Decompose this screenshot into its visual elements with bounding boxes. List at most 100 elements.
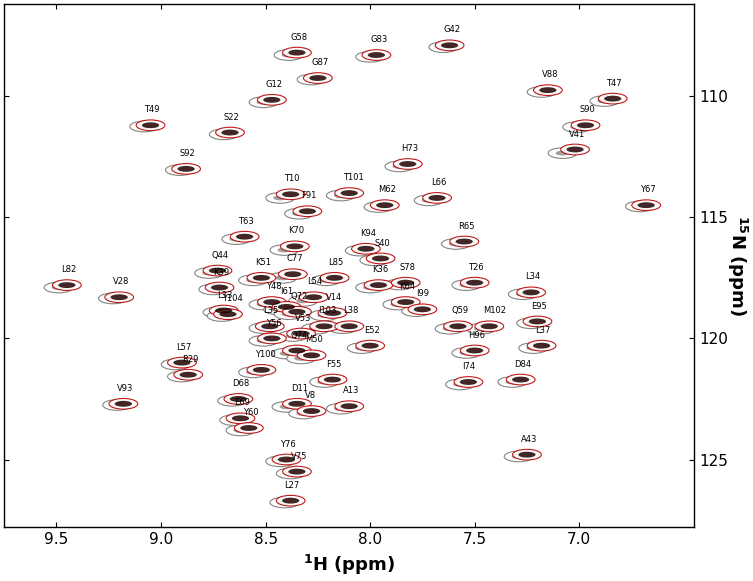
Text: V41: V41 xyxy=(569,130,585,139)
Ellipse shape xyxy=(230,231,259,242)
Ellipse shape xyxy=(105,292,133,303)
Ellipse shape xyxy=(220,415,248,425)
Ellipse shape xyxy=(167,371,197,382)
Text: L38: L38 xyxy=(343,306,358,315)
Ellipse shape xyxy=(334,406,348,411)
Ellipse shape xyxy=(334,193,348,198)
Ellipse shape xyxy=(299,292,328,303)
Ellipse shape xyxy=(363,285,377,290)
Ellipse shape xyxy=(218,396,246,406)
Ellipse shape xyxy=(443,327,456,331)
Text: I74: I74 xyxy=(462,362,475,371)
Text: C77: C77 xyxy=(286,254,303,263)
Ellipse shape xyxy=(225,399,239,403)
Ellipse shape xyxy=(172,163,200,174)
Ellipse shape xyxy=(604,96,621,102)
Ellipse shape xyxy=(393,159,422,169)
Ellipse shape xyxy=(272,302,301,312)
Ellipse shape xyxy=(317,379,331,385)
Ellipse shape xyxy=(274,309,303,320)
Ellipse shape xyxy=(257,302,270,307)
Ellipse shape xyxy=(352,248,367,253)
Text: E52: E52 xyxy=(364,326,380,335)
Ellipse shape xyxy=(274,50,303,60)
Text: T63: T63 xyxy=(239,217,254,226)
Text: T47: T47 xyxy=(606,78,622,88)
Text: K70: K70 xyxy=(288,227,305,235)
Ellipse shape xyxy=(529,318,546,324)
Ellipse shape xyxy=(355,282,385,293)
Text: K51: K51 xyxy=(255,258,271,267)
Text: V8: V8 xyxy=(305,391,316,400)
Ellipse shape xyxy=(474,327,488,331)
Ellipse shape xyxy=(317,313,331,318)
Ellipse shape xyxy=(215,314,229,318)
Ellipse shape xyxy=(206,287,220,292)
Text: G87: G87 xyxy=(312,58,329,67)
Ellipse shape xyxy=(397,280,414,286)
Ellipse shape xyxy=(282,467,311,477)
Ellipse shape xyxy=(166,165,194,175)
Ellipse shape xyxy=(527,340,556,351)
Ellipse shape xyxy=(449,242,463,246)
Y-axis label: $^{\mathbf{15}}$$\mathbf{N}$ (ppm): $^{\mathbf{15}}$$\mathbf{N}$ (ppm) xyxy=(724,215,748,316)
Ellipse shape xyxy=(297,411,310,416)
Ellipse shape xyxy=(441,42,459,48)
Ellipse shape xyxy=(366,253,395,264)
Ellipse shape xyxy=(570,125,584,130)
Ellipse shape xyxy=(435,40,464,51)
Text: H73: H73 xyxy=(401,144,419,153)
Ellipse shape xyxy=(392,164,407,169)
Ellipse shape xyxy=(44,282,73,293)
Ellipse shape xyxy=(286,333,300,338)
Text: L82: L82 xyxy=(61,265,76,274)
Ellipse shape xyxy=(284,471,297,476)
Text: Y67: Y67 xyxy=(640,185,656,194)
Ellipse shape xyxy=(209,305,238,316)
Ellipse shape xyxy=(363,55,377,59)
Ellipse shape xyxy=(632,200,660,210)
Ellipse shape xyxy=(261,324,279,329)
Ellipse shape xyxy=(305,295,322,300)
Text: L85: L85 xyxy=(328,258,343,267)
Ellipse shape xyxy=(279,351,294,356)
Text: Y48: Y48 xyxy=(266,282,281,291)
Ellipse shape xyxy=(340,190,358,196)
Ellipse shape xyxy=(506,374,535,385)
Ellipse shape xyxy=(638,202,655,208)
Text: M50: M50 xyxy=(305,335,323,345)
Ellipse shape xyxy=(577,123,594,128)
Ellipse shape xyxy=(362,50,391,60)
Text: L34: L34 xyxy=(525,272,540,281)
Ellipse shape xyxy=(518,451,535,458)
Ellipse shape xyxy=(266,456,294,467)
Ellipse shape xyxy=(571,120,600,131)
Ellipse shape xyxy=(289,408,318,419)
Ellipse shape xyxy=(293,206,322,217)
Ellipse shape xyxy=(326,275,343,281)
Ellipse shape xyxy=(246,278,260,283)
Ellipse shape xyxy=(240,425,258,431)
Text: A43: A43 xyxy=(520,435,537,444)
Ellipse shape xyxy=(203,271,216,275)
Ellipse shape xyxy=(309,327,322,331)
Ellipse shape xyxy=(209,129,238,139)
Ellipse shape xyxy=(513,449,541,460)
Ellipse shape xyxy=(278,457,295,462)
Ellipse shape xyxy=(367,258,381,263)
Text: E69: E69 xyxy=(234,399,250,407)
Text: F55: F55 xyxy=(326,360,342,369)
Ellipse shape xyxy=(226,425,255,436)
Ellipse shape xyxy=(516,292,529,296)
Ellipse shape xyxy=(280,241,309,252)
Ellipse shape xyxy=(335,321,364,332)
Ellipse shape xyxy=(324,310,341,316)
Ellipse shape xyxy=(562,122,592,132)
Ellipse shape xyxy=(566,146,584,152)
Ellipse shape xyxy=(99,293,127,304)
Ellipse shape xyxy=(282,306,311,317)
Ellipse shape xyxy=(276,189,305,200)
Ellipse shape xyxy=(508,289,537,300)
Ellipse shape xyxy=(441,239,470,249)
Text: R65: R65 xyxy=(458,221,474,231)
